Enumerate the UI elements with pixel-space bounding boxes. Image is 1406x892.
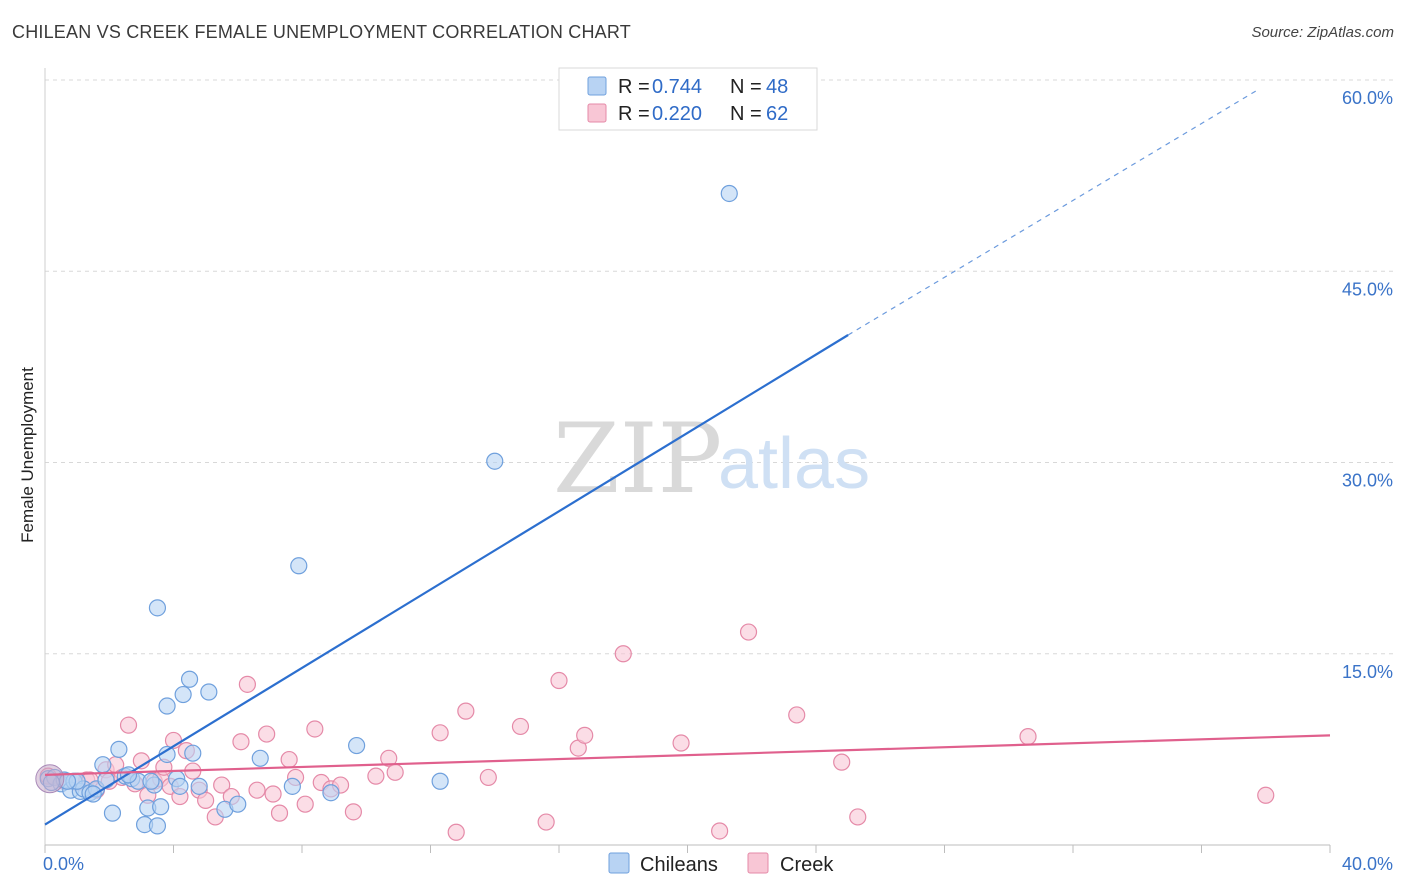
chileans-trend-extension	[847, 88, 1260, 336]
chileans-point	[229, 795, 247, 813]
legend-creek-r-label: R =	[618, 103, 650, 125]
creek-point	[232, 733, 250, 751]
chileans-point	[200, 683, 218, 701]
creek-point	[739, 623, 758, 641]
chileans-point	[431, 772, 449, 790]
chileans-point	[97, 771, 115, 789]
x-tick-label: 40.0%	[1342, 854, 1393, 874]
chileans-point	[174, 685, 192, 704]
creek-point	[550, 671, 568, 690]
chileans-point	[180, 670, 199, 688]
creek-point	[197, 791, 215, 809]
legend-bottom-chileans-swatch	[608, 852, 630, 874]
y-axis-title: Female Unemployment	[18, 367, 37, 543]
source-credit: Source: ZipAtlas.com	[1251, 24, 1394, 41]
watermark-atlas: atlas	[718, 424, 870, 504]
creek-point	[296, 795, 314, 813]
axes	[44, 68, 1331, 853]
creek-point	[788, 706, 806, 724]
legend-bottom-chileans-label: Chileans	[640, 854, 718, 876]
creek-point	[711, 822, 729, 840]
chileans-point	[142, 772, 160, 790]
chileans-points	[35, 184, 738, 835]
chileans-point	[283, 777, 301, 795]
creek-point	[447, 823, 465, 841]
chileans-point	[486, 452, 504, 470]
chart-title: CHILEAN VS CREEK FEMALE UNEMPLOYMENT COR…	[12, 22, 631, 42]
chileans-point	[171, 777, 189, 795]
y-tick-label: 60.0%	[1342, 88, 1393, 108]
legend-chileans-r-value: 0.744	[652, 76, 702, 98]
chileans-point	[190, 777, 208, 795]
legend-bottom-creek-swatch	[747, 852, 769, 874]
chileans-point	[110, 740, 128, 758]
creek-point	[386, 763, 404, 781]
chileans-trend-line	[44, 334, 849, 826]
chileans-point	[290, 557, 308, 575]
chileans-point	[152, 798, 170, 816]
watermark: ZIP atlas	[553, 403, 870, 515]
creek-point	[479, 768, 497, 787]
legend-bottom-creek-label: Creek	[780, 854, 834, 876]
chileans-point	[148, 599, 167, 617]
creek-point	[537, 813, 555, 831]
chileans-point	[348, 736, 366, 755]
creek-trend-line	[44, 734, 1331, 776]
legend-chileans-swatch	[587, 76, 607, 96]
legend-creek-n-value: 62	[766, 103, 788, 125]
chileans-point	[103, 804, 122, 822]
creek-point	[367, 767, 385, 785]
creek-point	[119, 716, 138, 734]
trend-lines	[44, 88, 1331, 826]
creek-point	[264, 785, 282, 803]
cluster-point	[35, 764, 65, 794]
y-tick-label: 30.0%	[1342, 471, 1393, 491]
legend-creek-n-label: N =	[730, 103, 762, 125]
legend-stats: R = 0.744 N = 48 R = 0.220 N = 62	[558, 67, 818, 131]
creek-point	[280, 750, 298, 769]
creek-point	[213, 776, 231, 794]
gridlines	[45, 79, 1395, 655]
legend-chileans-r-label: R =	[618, 76, 650, 98]
creek-point	[344, 803, 362, 821]
chileans-point	[322, 784, 340, 802]
y-tick-label: 45.0%	[1342, 279, 1393, 299]
tick-labels: 15.0% 30.0% 45.0% 60.0% 0.0% 40.0%	[43, 88, 1393, 874]
chileans-point	[251, 749, 269, 767]
creek-point	[457, 702, 475, 720]
creek-point	[511, 717, 530, 736]
legend-series: Chileans Creek	[608, 852, 834, 876]
creek-point	[248, 781, 266, 799]
chileans-point	[148, 817, 167, 835]
x-tick-label: 0.0%	[43, 854, 84, 874]
watermark-zip: ZIP	[553, 403, 722, 515]
legend-chileans-n-value: 48	[766, 76, 788, 98]
creek-point	[833, 753, 851, 771]
legend-chileans-n-label: N =	[730, 76, 762, 98]
chileans-point	[184, 744, 202, 762]
y-tick-label: 15.0%	[1342, 662, 1393, 682]
creek-point	[431, 724, 449, 742]
chileans-point	[94, 756, 112, 774]
creek-point	[576, 726, 594, 744]
legend-creek-r-value: 0.220	[652, 103, 702, 125]
creek-point	[238, 675, 256, 693]
creek-point	[258, 725, 276, 743]
creek-point	[849, 808, 867, 826]
chileans-point	[158, 697, 176, 715]
creek-point	[1019, 728, 1037, 746]
creek-point	[306, 720, 324, 738]
creek-point	[1257, 786, 1275, 804]
creek-point	[614, 645, 632, 663]
chileans-point	[720, 184, 738, 203]
creek-point	[672, 734, 690, 752]
creek-point	[270, 804, 289, 822]
creek-point	[380, 749, 398, 767]
legend-creek-swatch	[587, 103, 607, 123]
